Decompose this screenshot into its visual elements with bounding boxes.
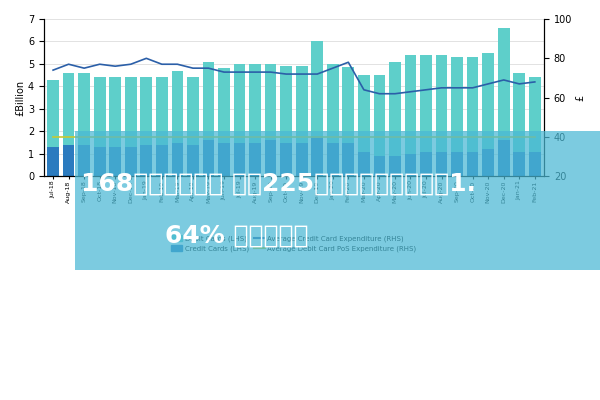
Bar xyxy=(94,147,106,176)
Bar xyxy=(280,143,292,176)
Bar xyxy=(79,145,90,176)
Bar xyxy=(420,55,432,152)
Bar xyxy=(451,57,463,152)
Bar xyxy=(280,66,292,143)
Bar xyxy=(218,143,230,176)
Bar xyxy=(389,62,401,156)
Bar xyxy=(343,143,354,176)
Bar xyxy=(140,78,152,145)
Bar xyxy=(63,73,74,145)
Bar xyxy=(343,67,354,143)
Bar xyxy=(296,66,308,143)
Bar xyxy=(187,78,199,145)
Bar xyxy=(482,149,494,176)
Bar xyxy=(514,73,525,152)
Text: 168股票配资网站 日经225指数低开高走收盘涨1.: 168股票配资网站 日经225指数低开高走收盘涨1. xyxy=(81,172,476,196)
Bar xyxy=(436,152,448,176)
Bar xyxy=(498,140,509,176)
Bar xyxy=(203,62,214,140)
Bar xyxy=(94,78,106,147)
Bar xyxy=(467,57,478,152)
Bar xyxy=(47,147,59,176)
Bar xyxy=(79,73,90,145)
Bar xyxy=(358,152,370,176)
Bar xyxy=(156,78,167,145)
Bar xyxy=(451,152,463,176)
Bar xyxy=(203,140,214,176)
Bar xyxy=(125,78,137,147)
Bar xyxy=(140,145,152,176)
Bar xyxy=(467,152,478,176)
Bar xyxy=(265,64,277,140)
Bar xyxy=(47,80,59,147)
Bar xyxy=(249,64,261,143)
Bar xyxy=(156,145,167,176)
Bar xyxy=(172,143,183,176)
Bar xyxy=(358,75,370,152)
Text: 64% 收获三连阳: 64% 收获三连阳 xyxy=(165,223,308,247)
Bar xyxy=(374,156,385,176)
Bar xyxy=(311,136,323,176)
Y-axis label: £Billion: £Billion xyxy=(15,80,25,116)
Bar xyxy=(498,28,509,140)
Legend: Debit Cards (LHS), Credit Cards (LHS), Average Credit Card Expenditure (RHS), Av: Debit Cards (LHS), Credit Cards (LHS), A… xyxy=(169,232,419,255)
Bar xyxy=(172,71,183,143)
Bar xyxy=(529,152,541,176)
Bar xyxy=(63,145,74,176)
Bar xyxy=(389,156,401,176)
Bar xyxy=(374,75,385,156)
Bar xyxy=(482,53,494,149)
Bar xyxy=(234,143,245,176)
Bar xyxy=(404,55,416,154)
Bar xyxy=(404,154,416,176)
Bar xyxy=(109,78,121,147)
Bar xyxy=(311,42,323,136)
Bar xyxy=(436,55,448,152)
Bar xyxy=(296,143,308,176)
Bar xyxy=(420,152,432,176)
Bar xyxy=(109,147,121,176)
Bar xyxy=(265,140,277,176)
Bar xyxy=(125,147,137,176)
Bar xyxy=(327,143,338,176)
Bar xyxy=(218,68,230,143)
Bar xyxy=(249,143,261,176)
Bar xyxy=(234,64,245,143)
Bar xyxy=(327,64,338,143)
Bar xyxy=(514,152,525,176)
Bar xyxy=(529,78,541,152)
Y-axis label: £: £ xyxy=(575,94,585,101)
Bar xyxy=(187,145,199,176)
